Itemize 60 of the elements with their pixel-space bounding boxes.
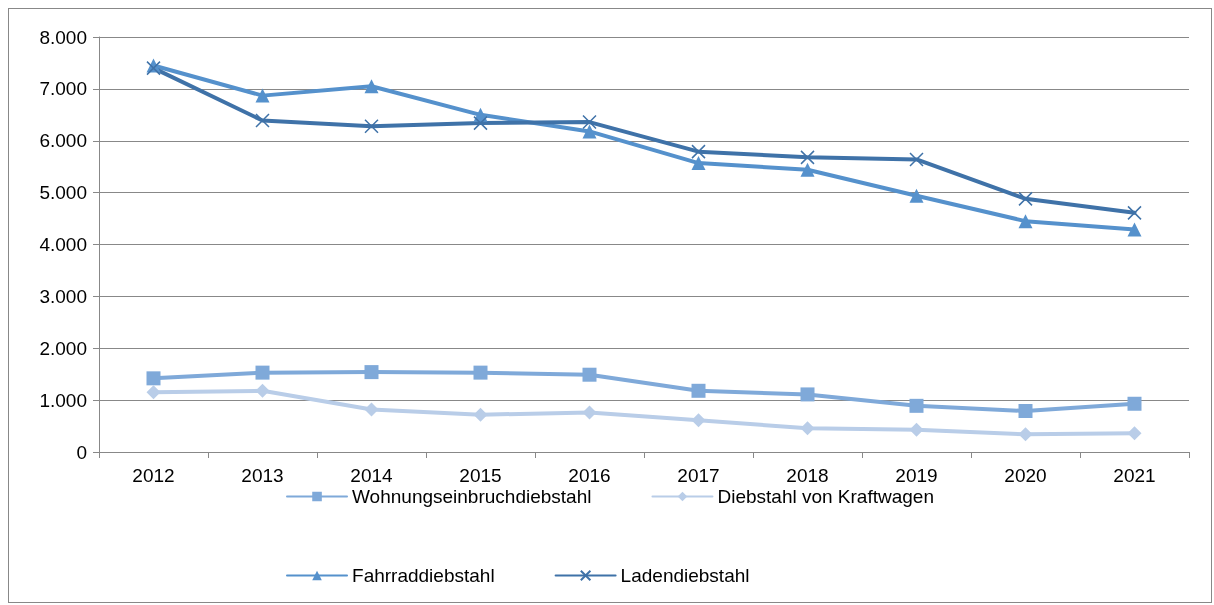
x-tick-label: 2020	[1004, 465, 1047, 486]
y-tick-label: 7.000	[39, 78, 87, 100]
x-tick-label: 2019	[895, 465, 938, 486]
point	[909, 152, 924, 167]
y-tick-label: 1.000	[39, 389, 87, 411]
point	[364, 402, 379, 417]
point	[800, 162, 815, 177]
x-tick-label: 2016	[568, 465, 611, 486]
x-tick-label: 2015	[459, 465, 502, 486]
point	[909, 422, 924, 437]
point	[691, 383, 706, 398]
y-tick-label: 6.000	[39, 130, 87, 152]
point	[691, 413, 706, 428]
point	[1018, 404, 1033, 419]
legend-label: Ladendiebstahl	[620, 565, 750, 586]
point	[1018, 214, 1033, 229]
point	[1127, 205, 1142, 221]
point	[146, 385, 161, 400]
point	[909, 188, 924, 203]
point	[255, 365, 270, 380]
point	[1127, 426, 1142, 441]
legend-label: Diebstahl von Kraftwagen	[717, 486, 934, 507]
point	[800, 150, 815, 165]
x-tick-label: 2014	[350, 465, 394, 486]
point	[691, 144, 706, 159]
point	[364, 79, 379, 94]
point	[1127, 222, 1142, 237]
x-tick-label: 2012	[132, 465, 175, 486]
y-tick-label: 2.000	[39, 337, 87, 359]
y-tick-label: 3.000	[39, 285, 87, 307]
point	[473, 407, 488, 422]
x-tick-label: 2013	[241, 465, 284, 486]
point	[255, 383, 270, 398]
point	[473, 115, 488, 131]
point	[800, 421, 815, 436]
point	[800, 387, 815, 402]
point	[582, 114, 597, 130]
point	[1018, 427, 1033, 442]
point	[255, 88, 270, 103]
x-tick-label: 2018	[786, 465, 829, 486]
y-tick-label: 5.000	[39, 182, 87, 204]
point	[582, 367, 597, 382]
legend-label: Wohnungseinbruchdiebstahl	[352, 486, 592, 507]
y-tick-label: 8.000	[39, 26, 87, 48]
point	[255, 113, 270, 128]
point	[146, 371, 161, 386]
point	[582, 405, 597, 420]
point	[364, 118, 379, 134]
point	[1018, 191, 1033, 207]
y-tick-label: 4.000	[39, 234, 87, 255]
point	[909, 398, 924, 413]
legend-label: Fahrraddiebstahl	[352, 565, 495, 586]
point	[691, 156, 706, 171]
point	[582, 124, 597, 139]
point	[473, 365, 488, 380]
point	[1127, 396, 1142, 411]
x-tick-label: 2017	[677, 465, 720, 486]
x-tick-label: 2021	[1113, 465, 1156, 486]
point	[364, 365, 379, 380]
y-tick-label: 0	[76, 441, 87, 463]
